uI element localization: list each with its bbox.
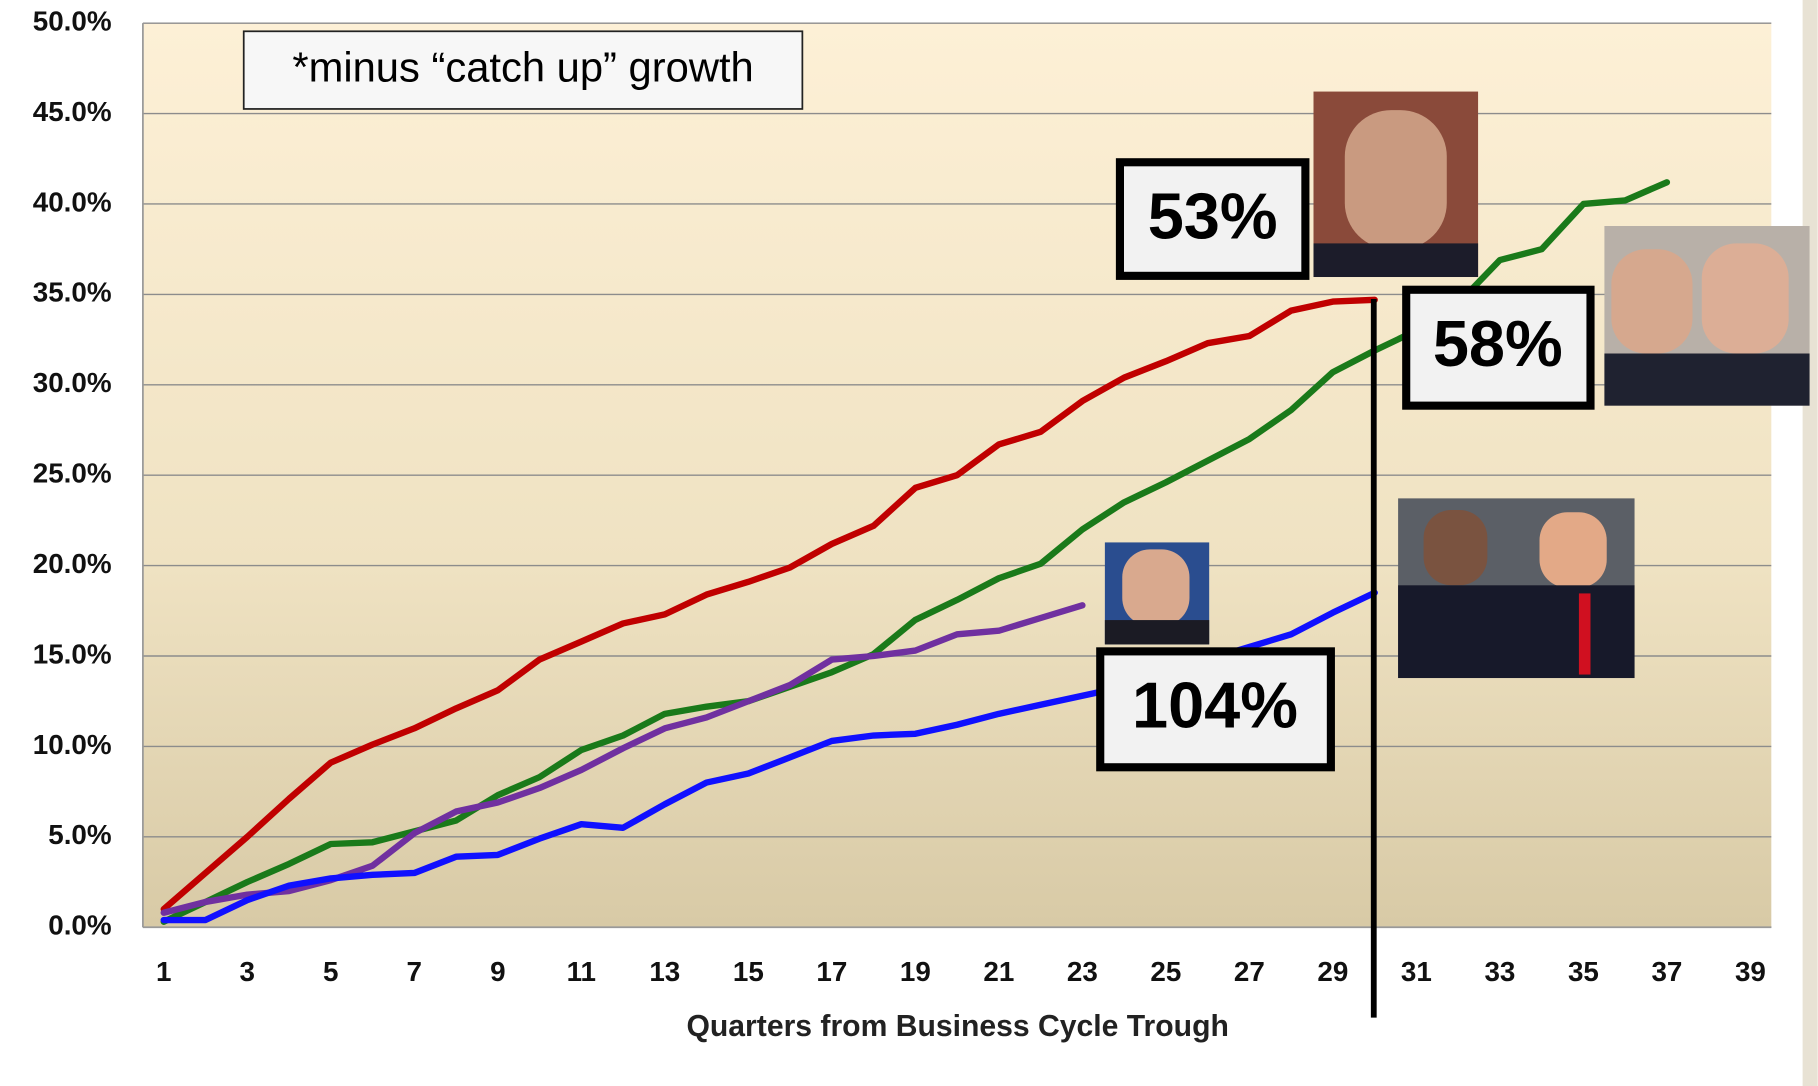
- x-tick-label: 11: [567, 956, 596, 987]
- y-tick-label: 50.0%: [33, 6, 112, 37]
- x-tick-label: 39: [1735, 956, 1766, 987]
- x-tick-label: 29: [1317, 956, 1348, 987]
- x-tick-label: 9: [490, 956, 505, 987]
- y-tick-label: 5.0%: [48, 819, 111, 850]
- y-tick-label: 30.0%: [33, 367, 112, 398]
- x-tick-label: 25: [1150, 956, 1181, 987]
- x-tick-label: 5: [323, 956, 338, 987]
- y-tick-label: 45.0%: [33, 96, 112, 127]
- x-axis-title: Quarters from Business Cycle Trough: [686, 1010, 1228, 1043]
- y-tick-label: 20.0%: [33, 548, 112, 579]
- callout-text: 58%: [1433, 307, 1563, 380]
- photo-suit: [1313, 243, 1478, 277]
- callout-text: 104%: [1132, 669, 1298, 742]
- chart: *minus “catch up” growth 53% 58% 104% Qu…: [0, 0, 1818, 1086]
- photo-face: [1122, 549, 1189, 625]
- x-tick-label: 3: [240, 956, 255, 987]
- note-text: *minus “catch up” growth: [292, 44, 753, 91]
- x-tick-label: 17: [816, 956, 847, 987]
- callout-text: 53%: [1148, 180, 1278, 253]
- photo-face: [1424, 510, 1488, 585]
- x-tick-label: 21: [983, 956, 1014, 987]
- y-tick-label: 35.0%: [33, 277, 112, 308]
- x-tick-label: 23: [1067, 956, 1098, 987]
- photo-suit: [1398, 585, 1634, 678]
- y-tick-label: 0.0%: [48, 910, 111, 941]
- photo-face: [1702, 243, 1789, 353]
- x-tick-label: 7: [407, 956, 422, 987]
- photo-tie: [1579, 593, 1591, 674]
- y-tick-label: 25.0%: [33, 458, 112, 489]
- y-tick-label: 10.0%: [33, 729, 112, 760]
- x-tick-label: 13: [649, 956, 680, 987]
- y-tick-label: 40.0%: [33, 186, 112, 217]
- photo-face: [1540, 512, 1607, 587]
- x-tick-label: 27: [1234, 956, 1265, 987]
- y-tick-label: 15.0%: [33, 638, 112, 669]
- x-tick-label: 35: [1568, 956, 1599, 987]
- x-tick-label: 31: [1401, 956, 1432, 987]
- x-tick-label: 33: [1484, 956, 1515, 987]
- frame-edge: [1803, 0, 1818, 1086]
- x-tick-label: 15: [733, 956, 764, 987]
- photo-suit: [1604, 354, 1809, 406]
- photo-face: [1345, 110, 1447, 249]
- x-tick-label: 19: [900, 956, 931, 987]
- x-tick-label: 37: [1651, 956, 1682, 987]
- photo-suit: [1105, 620, 1209, 644]
- x-tick-label: 1: [156, 956, 171, 987]
- photo-face: [1611, 249, 1692, 353]
